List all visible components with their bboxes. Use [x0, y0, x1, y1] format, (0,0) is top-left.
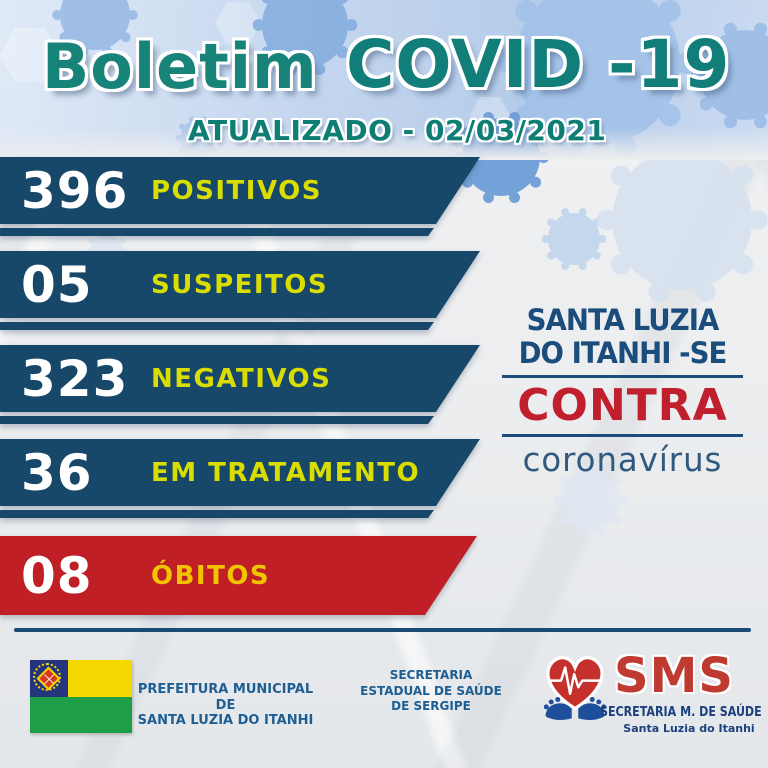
- secretaria-estadual-line1: SECRETARIA: [389, 668, 473, 682]
- stat-value: 36: [21, 443, 93, 502]
- banner-underline: [0, 416, 434, 424]
- campaign-city-line1: SANTA LUZIA: [526, 303, 720, 337]
- campaign-rule: [502, 434, 743, 438]
- divider-line: [14, 628, 751, 632]
- secretaria-estadual-label: SECRETARIA ESTADUAL DE SAÚDE DE SERGIPE: [352, 668, 510, 715]
- virus-icon: [689, 20, 768, 130]
- stat-banner-em-tratamento: 36 EM TRATAMENTO: [0, 439, 480, 519]
- virus-icon: [252, 0, 358, 77]
- stat-banner-positivos: 396 POSITIVOS: [0, 157, 480, 237]
- municipal-flag: [30, 660, 132, 733]
- stat-label: ÓBITOS: [151, 560, 271, 591]
- stat-value: 08: [21, 546, 93, 605]
- stat-value: 323: [21, 349, 129, 408]
- covid19-title: COVID -19: [346, 26, 731, 103]
- header-fade: [0, 128, 768, 160]
- campaign-block: SANTA LUZIA DO ITANHI -SE CONTRA coronav…: [500, 303, 745, 480]
- campaign-rule: [502, 375, 743, 379]
- flag-yellow-field: [68, 660, 132, 697]
- secretaria-estadual-line3: DE SERGIPE: [391, 699, 471, 714]
- stat-label: SUSPEITOS: [151, 269, 329, 300]
- stat-label: EM TRATAMENTO: [151, 457, 421, 488]
- banner-underline: [0, 322, 434, 330]
- campaign-against: CONTRA: [517, 380, 728, 432]
- heart-hands-icon: [543, 655, 607, 720]
- virus-icon: [552, 463, 628, 537]
- stat-banner-obitos: 08 ÓBITOS: [0, 536, 477, 615]
- campaign-virus-word: coronavírus: [522, 440, 723, 480]
- sms-acronym: SMS: [614, 648, 734, 704]
- stat-value: 05: [21, 255, 93, 314]
- flag-green-field: [30, 697, 132, 733]
- prefeitura-line2: SANTA LUZIA DO ITANHI: [137, 713, 314, 729]
- stat-banner-negativos: 323 NEGATIVOS: [0, 345, 480, 425]
- banner-underline: [0, 510, 434, 518]
- virus-icon: [497, 0, 698, 161]
- sms-name: SECRETARIA M. DE SAÚDE: [600, 704, 762, 720]
- virus-icon: [596, 135, 768, 305]
- prefeitura-label: PREFEITURA MUNICIPAL DE SANTA LUZIA DO I…: [128, 682, 323, 729]
- stat-label: NEGATIVOS: [151, 363, 332, 394]
- sms-logo: SMS SECRETARIA M. DE SAÚDE Santa Luzia d…: [534, 640, 762, 740]
- secretaria-estadual-line2: ESTADUAL DE SAÚDE: [360, 683, 502, 698]
- updated-date: ATUALIZADO - 02/03/2021: [188, 114, 607, 147]
- bulletin-title: Boletim: [42, 30, 318, 103]
- sms-city: Santa Luzia do Itanhi: [623, 722, 755, 735]
- flag-canton: [30, 660, 68, 697]
- stat-label: POSITIVOS: [151, 175, 322, 206]
- prefeitura-line1: PREFEITURA MUNICIPAL DE: [137, 682, 314, 713]
- campaign-city-line2: DO ITANHI -SE: [518, 336, 728, 371]
- hexagon-decoration: [0, 28, 60, 82]
- virus-icon: [541, 207, 607, 271]
- stat-banner-suspeitos: 05 SUSPEITOS: [0, 251, 480, 331]
- banner-underline: [0, 228, 434, 236]
- stat-value: 396: [21, 161, 129, 220]
